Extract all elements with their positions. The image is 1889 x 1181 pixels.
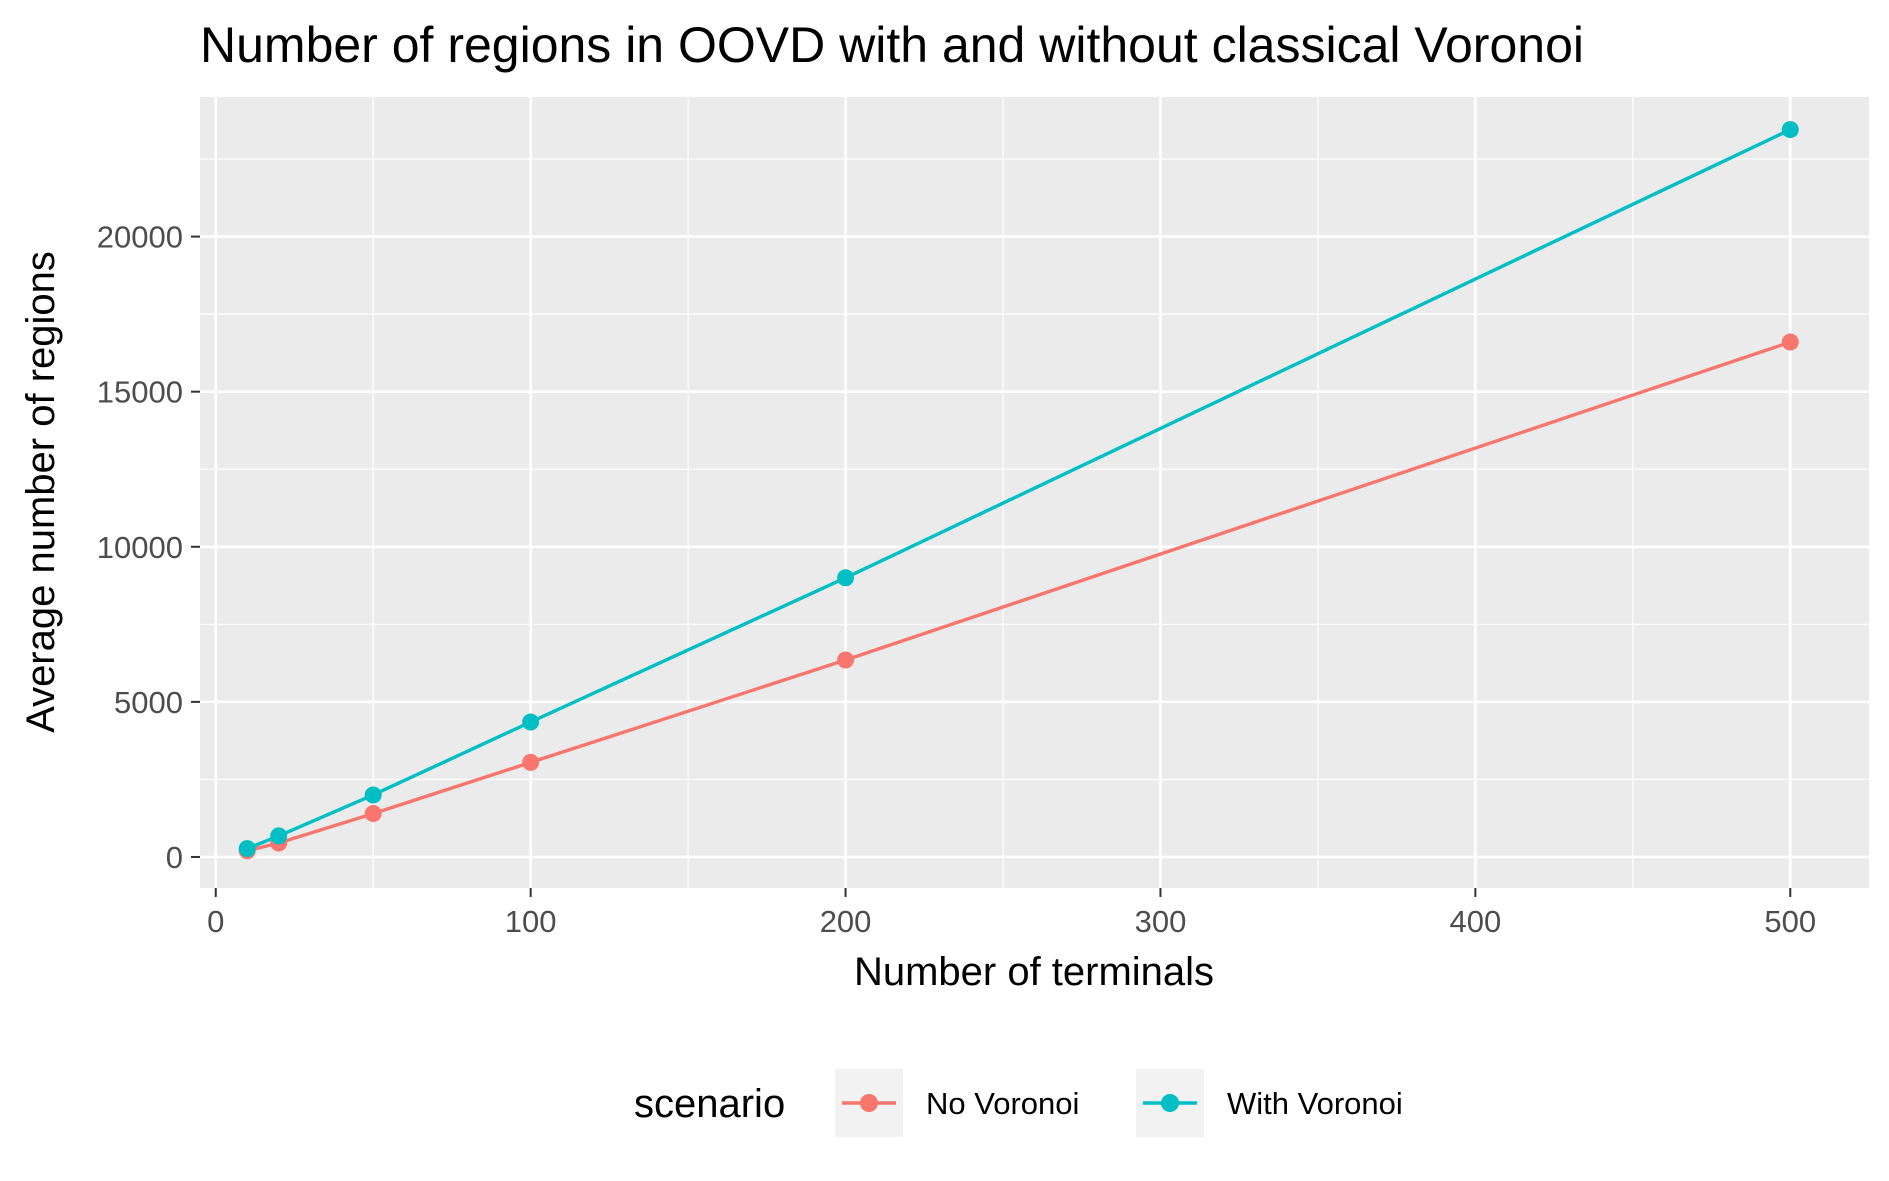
- y-tick-label: 5000: [114, 685, 183, 720]
- x-axis: 0 100 200 300 400 500: [207, 888, 1816, 939]
- data-point-series-1: [522, 753, 540, 771]
- x-tick-label: 500: [1764, 904, 1816, 939]
- legend: scenario No Voronoi With Voronoi: [634, 1069, 1403, 1137]
- data-point-series-2: [270, 827, 288, 845]
- legend-label: No Voronoi: [926, 1086, 1079, 1121]
- series-layer: [238, 121, 1799, 860]
- x-tick-label: 200: [820, 904, 872, 939]
- x-axis-title: Number of terminals: [854, 950, 1214, 994]
- y-tick-label: 15000: [97, 375, 183, 410]
- legend-key-point: [1161, 1094, 1179, 1112]
- legend-key-point: [860, 1094, 878, 1112]
- y-tick-label: 10000: [97, 530, 183, 565]
- data-point-series-2: [837, 569, 855, 587]
- chart-title: Number of regions in OOVD with and witho…: [200, 17, 1584, 73]
- y-axis: 0 5000 10000 15000 20000: [97, 220, 200, 875]
- data-point-series-2: [364, 786, 382, 804]
- plot-panel: [200, 97, 1869, 888]
- grid-major: [200, 97, 1869, 888]
- x-tick-label: 0: [207, 904, 224, 939]
- data-point-series-1: [837, 651, 855, 669]
- data-point-series-1: [1781, 333, 1799, 351]
- y-axis-title: Average number of regions: [19, 251, 63, 733]
- x-tick-label: 400: [1450, 904, 1502, 939]
- y-tick-label: 20000: [97, 220, 183, 255]
- data-point-series-1: [364, 805, 382, 823]
- x-tick-label: 100: [505, 904, 557, 939]
- x-tick-label: 300: [1135, 904, 1187, 939]
- data-point-series-2: [522, 713, 540, 731]
- data-point-series-2: [238, 840, 256, 858]
- y-tick-label: 0: [166, 840, 183, 875]
- data-point-series-2: [1781, 121, 1799, 139]
- legend-title: scenario: [634, 1082, 785, 1126]
- legend-label: With Voronoi: [1227, 1086, 1403, 1121]
